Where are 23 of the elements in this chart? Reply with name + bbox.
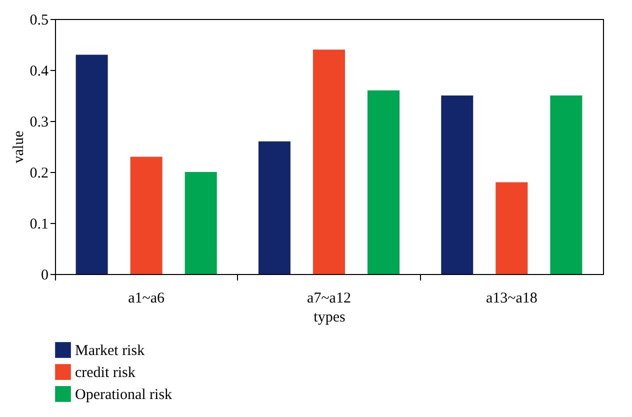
- legend-label: Operational risk: [75, 387, 173, 403]
- bar: [313, 50, 345, 274]
- y-tick-label: 0.4: [30, 64, 49, 80]
- y-tick-label: 0.5: [30, 12, 48, 28]
- y-tick-label: 0: [41, 268, 48, 284]
- bar: [184, 172, 217, 274]
- bar: [76, 54, 108, 274]
- bar: [496, 182, 528, 274]
- bar: [441, 96, 474, 274]
- legend-label: credit risk: [75, 365, 136, 381]
- y-tick-label: 0.2: [30, 166, 48, 182]
- x-tick-label: a7~a12: [307, 290, 351, 306]
- y-tick-label: 0.1: [30, 216, 48, 232]
- x-tick-label: a1~a6: [128, 290, 166, 306]
- x-axis-title: types: [314, 310, 346, 326]
- bar: [258, 141, 290, 274]
- bar: [550, 96, 582, 274]
- bar: [130, 156, 162, 274]
- legend-label: Market risk: [75, 343, 146, 359]
- x-tick-label: a13~a18: [486, 290, 538, 306]
- y-tick-label: 0.3: [30, 114, 48, 130]
- y-axis-title: value: [10, 130, 27, 164]
- bar: [368, 90, 400, 274]
